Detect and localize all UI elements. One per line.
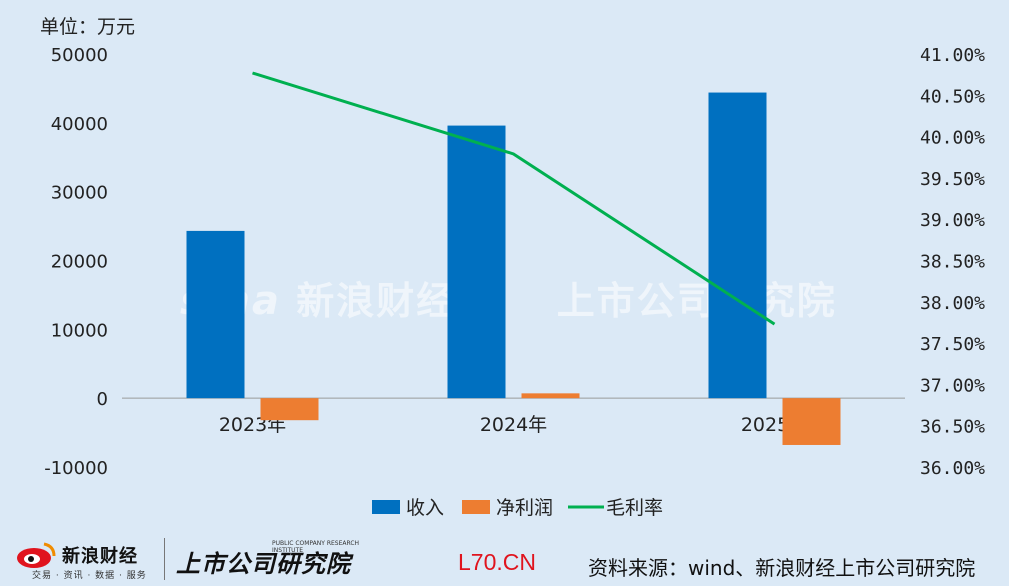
site-label: L70.CN: [458, 549, 536, 575]
left-axis: -10000 0 10000 20000 30000 40000 50000: [44, 45, 905, 479]
watermark-institute: 上市公司研究院: [556, 279, 837, 323]
x-tick-label: 2024年: [480, 414, 547, 436]
unit-label: 单位：万元: [40, 16, 136, 38]
bar-收入: [447, 125, 506, 399]
legend-swatch: [372, 500, 400, 514]
legend-label: 净利润: [496, 497, 553, 519]
line-毛利率: [252, 71, 776, 326]
watermark-brand-cn: 新浪财经: [296, 279, 457, 323]
sina-eye-icon: [17, 542, 56, 568]
institute-logo-text: 上市公司研究院: [176, 550, 351, 578]
left-tick-label: 50000: [51, 45, 108, 66]
bars: [186, 92, 841, 445]
right-tick-label: 38.00%: [920, 293, 985, 314]
left-tick-label: 0: [97, 389, 108, 410]
right-tick-label: 37.50%: [920, 334, 985, 355]
left-tick-label: 40000: [51, 114, 108, 135]
legend-label: 收入: [406, 497, 444, 519]
bar-净利润: [260, 398, 319, 421]
legend-label: 毛利率: [606, 497, 663, 519]
right-tick-label: 41.00%: [920, 45, 985, 66]
legend: 收入 净利润 毛利率: [372, 497, 663, 519]
right-tick-label: 40.00%: [920, 128, 985, 149]
footer-logos: 新浪财经 交易 · 资讯 · 数据 · 服务 上市公司研究院 PUBLIC CO…: [14, 538, 374, 582]
bar-收入: [186, 230, 245, 399]
right-axis: 36.00% 36.50% 37.00% 37.50% 38.00% 38.50% 39.0…: [920, 45, 985, 479]
right-tick-label: 36.00%: [920, 458, 985, 479]
right-tick-label: 36.50%: [920, 417, 985, 438]
bar-收入: [708, 92, 767, 399]
bar-净利润: [521, 393, 580, 399]
left-tick-label: 20000: [51, 252, 108, 273]
right-tick-label: 38.50%: [920, 252, 985, 273]
left-tick-label: -10000: [44, 458, 108, 479]
right-tick-label: 39.50%: [920, 169, 985, 190]
legend-swatch: [462, 500, 490, 514]
left-tick-label: 10000: [51, 320, 108, 341]
left-tick-label: 30000: [51, 183, 108, 204]
lines: [252, 71, 776, 326]
right-tick-label: 37.00%: [920, 375, 985, 396]
institute-logo-sub: PUBLIC COMPANY RESEARCH INSTITUTE: [272, 540, 360, 554]
right-tick-label: 39.00%: [920, 210, 985, 231]
sina-logo-sub: 交易 · 资讯 · 数据 · 服务: [32, 571, 147, 581]
source-note: 资料来源：wind、新浪财经上市公司研究院: [588, 556, 976, 580]
right-tick-label: 40.50%: [920, 86, 985, 107]
bar-净利润: [782, 398, 841, 445]
sina-logo-text: 新浪财经: [62, 546, 138, 567]
footer-divider: [164, 538, 165, 580]
